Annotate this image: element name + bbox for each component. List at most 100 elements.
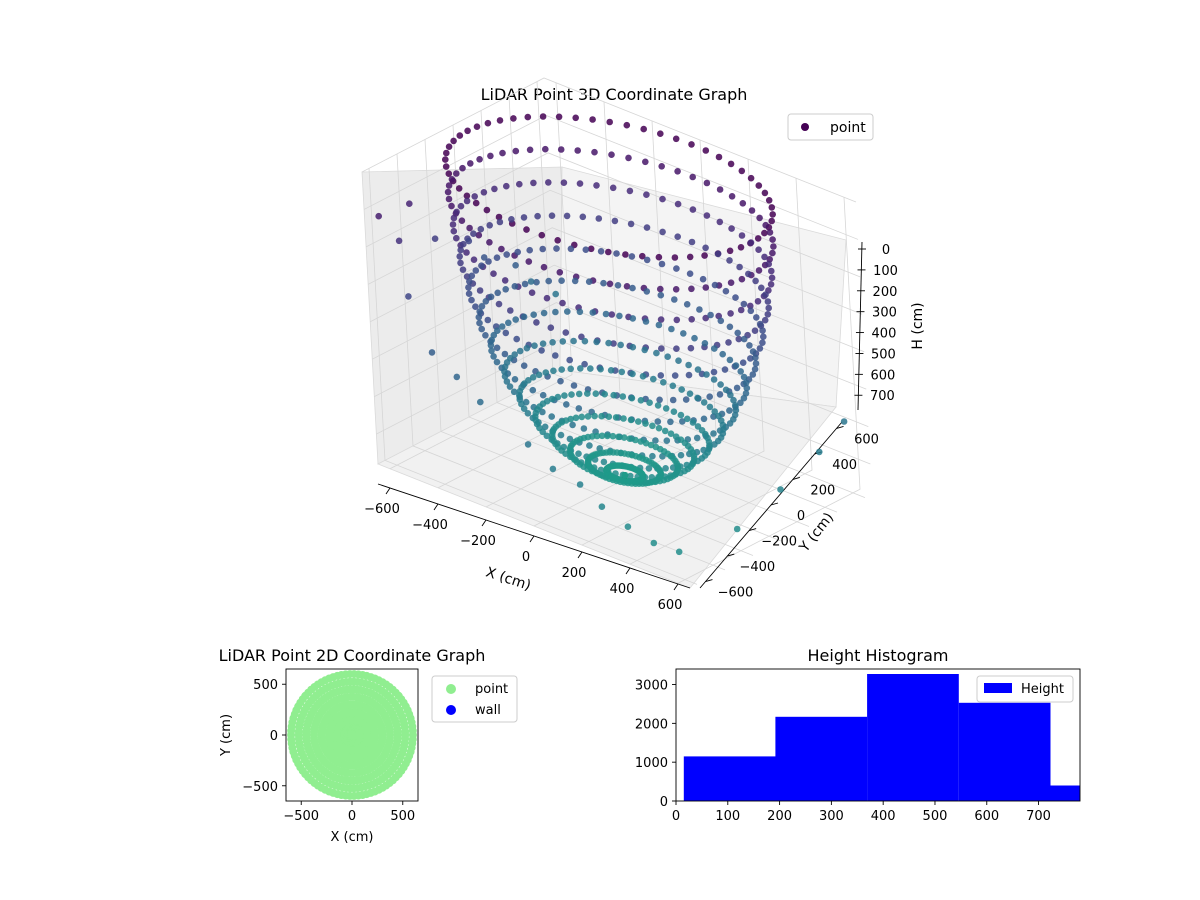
point-marker — [556, 269, 564, 276]
point-marker — [507, 307, 514, 314]
point-marker — [468, 272, 476, 280]
point-marker — [445, 170, 453, 177]
point-marker — [453, 373, 461, 381]
point-marker — [495, 213, 503, 221]
point-marker — [694, 423, 702, 430]
point-marker — [529, 386, 537, 394]
point-marker — [552, 352, 559, 359]
point-marker — [777, 486, 784, 493]
point-marker — [670, 408, 678, 416]
point-marker — [674, 200, 682, 208]
point-marker — [585, 278, 593, 286]
point-marker — [637, 397, 645, 404]
point-marker — [401, 734, 410, 743]
point-marker — [755, 182, 763, 189]
z-tick-label: 700 — [870, 389, 895, 404]
point-marker — [748, 207, 756, 214]
point-marker — [752, 354, 759, 362]
y-gridline — [396, 153, 726, 571]
point-marker — [507, 354, 514, 362]
point-marker — [767, 281, 775, 288]
point-marker — [467, 160, 474, 167]
point-marker — [593, 338, 600, 346]
point-marker — [702, 284, 710, 291]
point-marker — [691, 334, 698, 342]
point-marker — [717, 317, 725, 325]
point-marker — [703, 212, 711, 219]
point-marker — [540, 309, 548, 317]
point-marker — [658, 345, 665, 352]
point-marker — [458, 217, 466, 224]
point-marker — [768, 204, 776, 211]
point-marker — [743, 384, 751, 392]
point-marker — [627, 220, 635, 228]
point-marker — [450, 137, 457, 145]
point-marker — [567, 365, 574, 373]
point-marker — [355, 731, 364, 740]
point-marker — [493, 254, 501, 261]
point-marker — [655, 253, 663, 261]
point-marker — [629, 343, 637, 351]
point-marker — [521, 280, 529, 288]
point-marker — [453, 208, 460, 216]
point-marker — [483, 206, 491, 214]
point-marker — [538, 231, 546, 239]
point-marker — [719, 350, 726, 358]
point-marker — [688, 316, 695, 323]
point-marker — [702, 147, 710, 154]
point-marker — [620, 415, 627, 422]
point-marker — [701, 252, 708, 259]
point-marker — [770, 243, 777, 250]
point-marker — [701, 340, 709, 347]
point-marker — [485, 258, 492, 265]
point-marker — [686, 270, 694, 278]
point-marker — [675, 357, 682, 365]
point-marker — [480, 254, 488, 261]
point-marker — [761, 253, 768, 261]
x-tick-label: 0 — [522, 550, 530, 565]
point-marker — [484, 119, 492, 127]
point-marker — [739, 200, 747, 207]
point-marker — [742, 379, 750, 387]
point-marker — [505, 319, 512, 327]
point-marker — [768, 267, 775, 275]
point-marker — [572, 114, 579, 122]
point-marker — [520, 214, 528, 221]
point-marker — [686, 390, 694, 398]
x-tick — [481, 519, 487, 527]
point-marker — [539, 408, 546, 416]
chart-3d-title: LiDAR Point 3D Coordinate Graph — [481, 85, 748, 104]
point-marker — [538, 347, 545, 354]
point-marker — [450, 227, 458, 235]
point-marker — [475, 231, 483, 239]
point-marker — [510, 115, 517, 122]
point-marker — [575, 405, 583, 412]
point-marker — [589, 309, 597, 316]
point-marker — [765, 260, 772, 268]
point-marker — [737, 306, 745, 314]
point-marker — [669, 396, 677, 404]
point-marker — [735, 335, 743, 343]
point-marker — [533, 319, 540, 326]
point-marker — [615, 433, 622, 441]
point-marker — [689, 206, 697, 213]
point-marker — [728, 225, 735, 232]
y-tick — [705, 579, 713, 583]
point-marker — [516, 347, 524, 355]
point-marker — [737, 399, 744, 407]
point-marker — [576, 481, 584, 488]
point-marker — [605, 413, 613, 421]
point-marker — [457, 202, 465, 210]
point-marker — [659, 195, 666, 203]
z-gridline — [370, 227, 865, 353]
point-marker — [558, 277, 565, 285]
point-marker — [711, 345, 718, 352]
point-marker — [694, 394, 701, 402]
point-marker — [502, 329, 510, 337]
point-marker — [453, 170, 460, 177]
point-marker — [510, 388, 518, 396]
point-marker — [482, 332, 489, 339]
point-marker — [699, 275, 707, 283]
point-marker — [476, 156, 483, 163]
point-marker — [601, 390, 608, 398]
